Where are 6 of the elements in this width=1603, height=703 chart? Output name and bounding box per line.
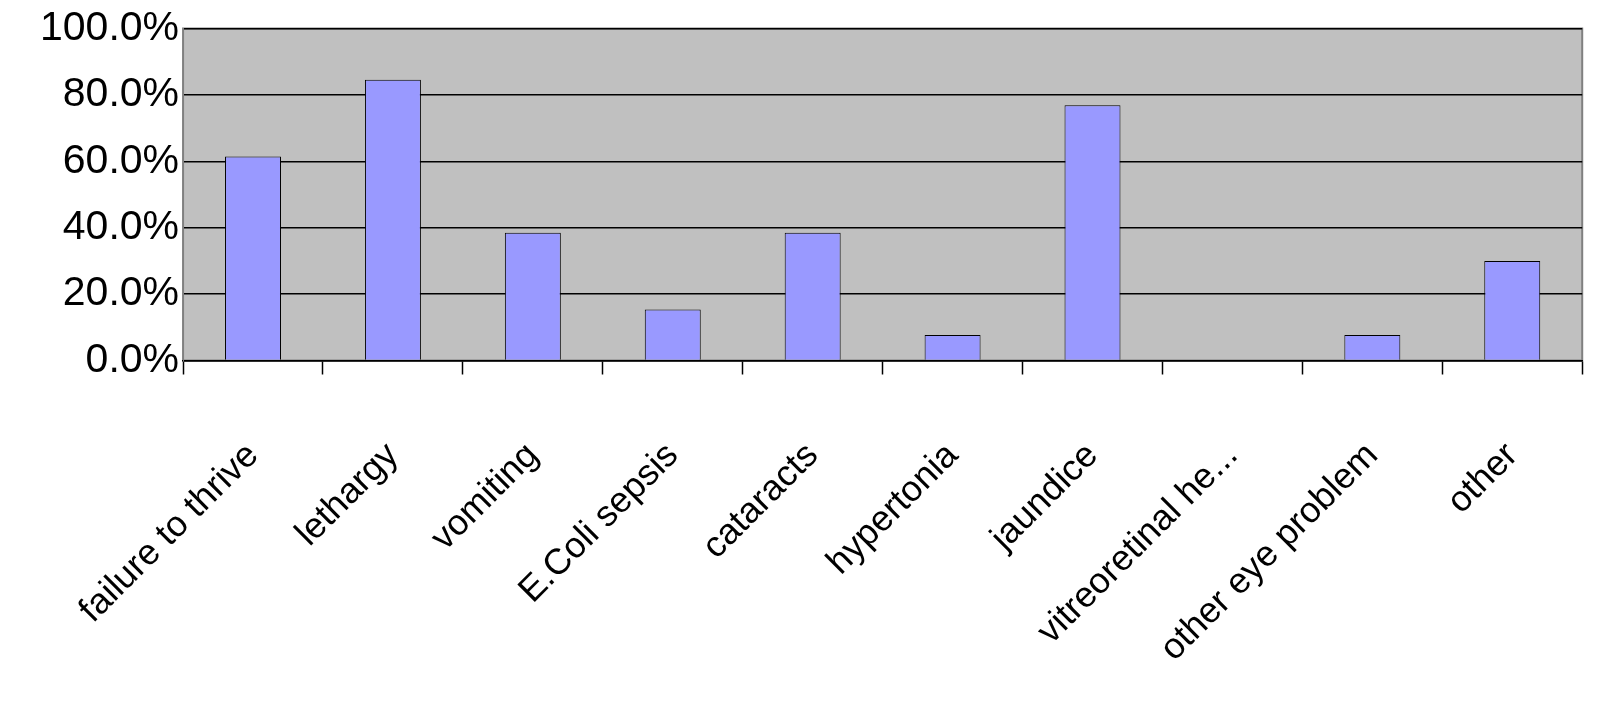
y-tick-label: 0.0% (85, 334, 180, 381)
y-tick-label: 20.0% (62, 268, 180, 315)
y-tick-label: 60.0% (62, 135, 180, 182)
y-tick-label: 80.0% (62, 69, 180, 116)
y-tick-label: 40.0% (62, 202, 180, 249)
y-tick-label: 100.0% (39, 2, 180, 49)
